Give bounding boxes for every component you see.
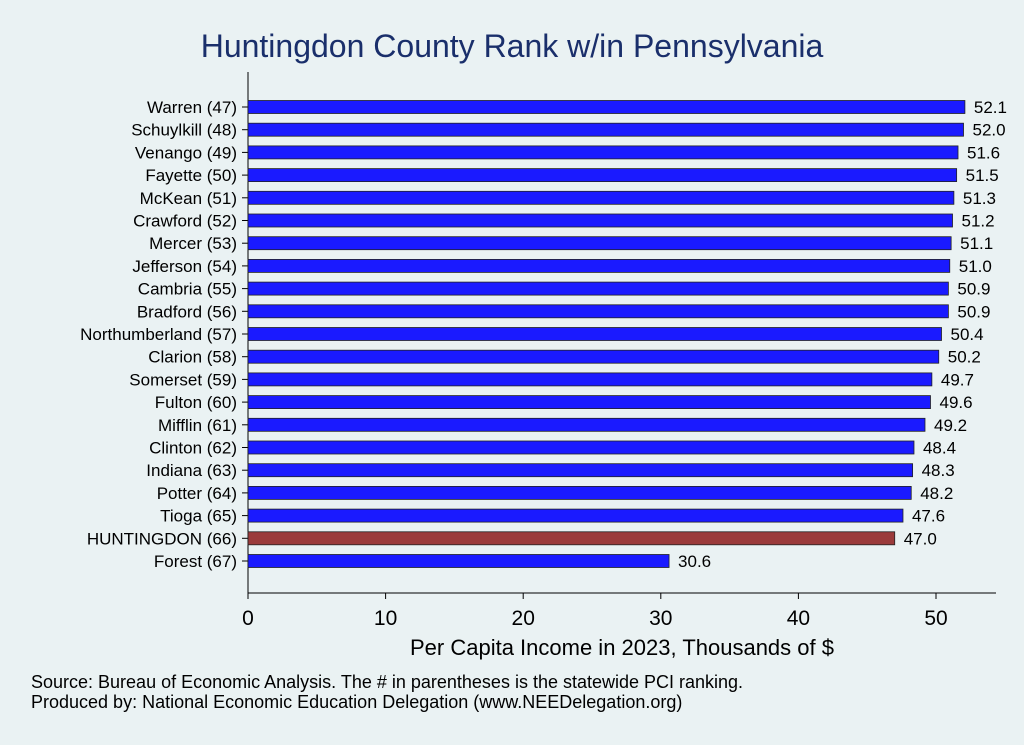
data-label: 51.1	[960, 234, 993, 253]
bar	[247, 258, 951, 273]
data-label: 48.4	[923, 439, 956, 458]
data-label: 51.2	[962, 212, 995, 231]
bar	[247, 213, 953, 228]
x-tick-label: 30	[649, 607, 672, 630]
data-label: 49.6	[939, 393, 972, 412]
chart-title: Huntingdon County Rank w/in Pennsylvania	[200, 28, 824, 64]
bar	[247, 145, 959, 160]
x-tick-label: 40	[787, 607, 810, 630]
category-label: Forest (67)	[154, 552, 237, 571]
data-label: 48.2	[920, 484, 953, 503]
bar	[247, 417, 926, 432]
data-label: 49.7	[941, 370, 974, 389]
bar	[247, 190, 955, 205]
category-label: Warren (47)	[147, 98, 237, 117]
bar	[247, 168, 958, 183]
data-label: 52.1	[974, 98, 1007, 117]
category-label: Jefferson (54)	[132, 257, 237, 276]
category-label: McKean (51)	[140, 189, 237, 208]
category-label: Bradford (56)	[137, 302, 237, 321]
source-note: Source: Bureau of Economic Analysis. The…	[31, 672, 744, 692]
data-label: 47.6	[912, 507, 945, 526]
bar	[247, 508, 904, 523]
bar	[247, 304, 949, 319]
bar	[247, 100, 966, 114]
bar-chart: 0 10 20 30 40 50 Per Capita Income in 2023, Th…	[80, 72, 1007, 660]
category-label: Somerset (59)	[129, 370, 237, 389]
category-label: Mifflin (61)	[158, 416, 237, 435]
data-label: 49.2	[934, 416, 967, 435]
data-label: 50.9	[957, 302, 990, 321]
x-tick-label: 50	[924, 607, 947, 630]
category-label: Northumberland (57)	[80, 325, 237, 344]
data-label: 30.6	[678, 552, 711, 571]
data-label: 51.0	[959, 257, 992, 276]
bar	[247, 463, 914, 478]
data-label: 47.0	[904, 529, 937, 548]
data-label: 51.5	[966, 166, 999, 185]
x-tick-label: 20	[512, 607, 535, 630]
data-label: 48.3	[922, 461, 955, 480]
x-axis-label: Per Capita Income in 2023, Thousands of …	[410, 635, 834, 660]
category-label: Fayette (50)	[145, 166, 237, 185]
x-tick-label: 0	[242, 607, 254, 630]
category-label: Potter (64)	[157, 484, 237, 503]
data-label: 50.2	[948, 348, 981, 367]
category-label: Schuylkill (48)	[131, 121, 237, 140]
bar	[247, 440, 915, 455]
category-label: HUNTINGDON (66)	[87, 529, 237, 548]
category-label: Tioga (65)	[160, 507, 237, 526]
data-label: 51.3	[963, 189, 996, 208]
bar	[247, 485, 912, 500]
data-label: 52.0	[973, 121, 1006, 140]
data-label: 50.4	[951, 325, 984, 344]
bar	[247, 372, 933, 387]
x-tick-label: 10	[374, 607, 397, 630]
bar	[247, 531, 896, 546]
bar	[247, 122, 964, 137]
bar	[247, 281, 949, 296]
category-label: Fulton (60)	[155, 393, 237, 412]
category-label: Cambria (55)	[138, 280, 237, 299]
producer-note: Produced by: National Economic Education…	[31, 692, 683, 712]
category-label: Crawford (52)	[133, 212, 237, 231]
bar	[247, 349, 940, 364]
category-label: Venango (49)	[135, 143, 237, 162]
bar	[247, 395, 931, 410]
data-label: 51.6	[967, 143, 1000, 162]
category-label: Clarion (58)	[148, 348, 237, 367]
category-label: Clinton (62)	[149, 439, 237, 458]
category-label: Indiana (63)	[146, 461, 237, 480]
category-label: Mercer (53)	[149, 234, 237, 253]
data-label: 50.9	[957, 280, 990, 299]
bar	[247, 236, 952, 251]
bar	[247, 554, 670, 568]
bar	[247, 327, 942, 341]
